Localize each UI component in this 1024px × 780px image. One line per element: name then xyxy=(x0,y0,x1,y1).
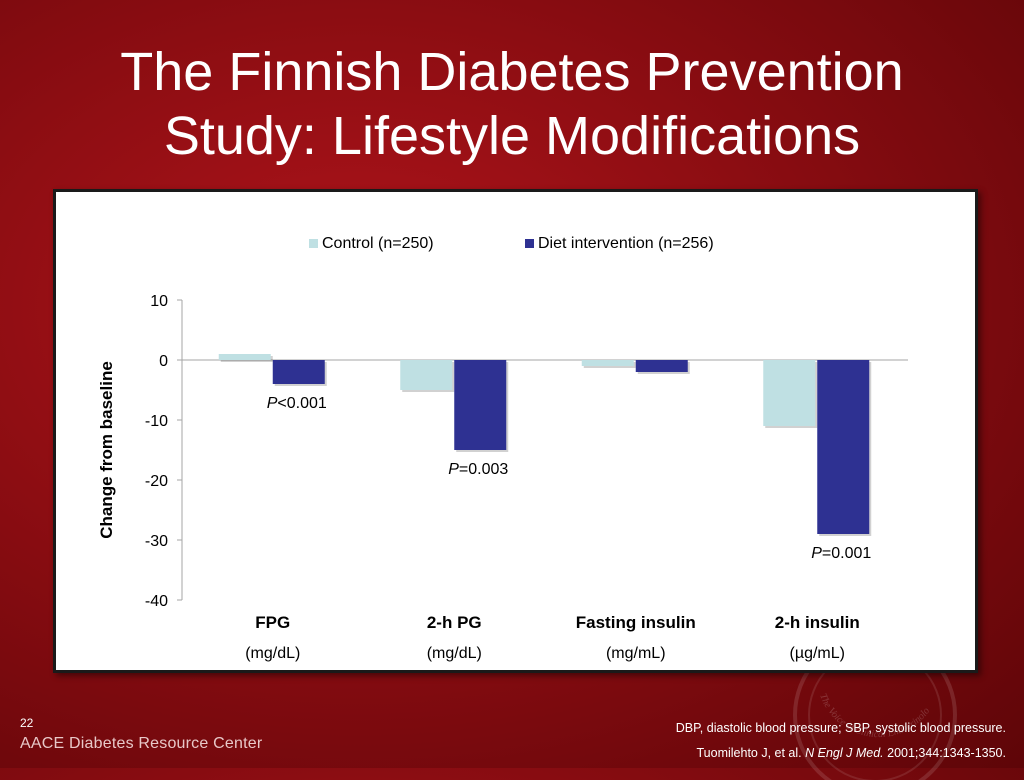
legend-label-2: Diet intervention (n=256) xyxy=(538,235,714,252)
category-unit-1: (mg/dL) xyxy=(245,645,300,662)
aace-logo: AACE Diabetes Resource Center xyxy=(20,735,263,752)
p-value-text: =0.003 xyxy=(459,461,508,478)
p-value-text: =0.001 xyxy=(822,545,871,562)
bar-control-2 xyxy=(400,360,453,390)
slide-number: 22 xyxy=(20,716,34,730)
citation: Tuomilehto J, et al. N Engl J Med. 2001;… xyxy=(697,746,1007,760)
category-label-4: 2-h insulin xyxy=(775,613,860,632)
p-value-4: P=0.001 xyxy=(811,545,871,562)
title-line-2: Study: Lifestyle Modifications xyxy=(163,106,861,166)
title-line-1: The Finnish Diabetes Prevention xyxy=(120,42,904,102)
bar-control-3 xyxy=(581,360,634,366)
citation-journal: N Engl J Med. xyxy=(805,746,884,760)
bar-diet-1 xyxy=(272,360,325,384)
y-axis-label: Change from baseline xyxy=(97,361,116,539)
slide-title: The Finnish Diabetes Prevention Study: L… xyxy=(0,40,1024,168)
bar-control-4 xyxy=(763,360,816,426)
legend-swatch-2 xyxy=(525,239,534,248)
y-tick-label: 10 xyxy=(150,293,168,310)
p-symbol: P xyxy=(267,395,278,412)
bar-diet-3 xyxy=(635,360,688,372)
y-tick-label: -20 xyxy=(145,473,168,490)
y-tick-label: -40 xyxy=(145,593,168,610)
p-symbol: P xyxy=(811,545,822,562)
y-tick-label: 0 xyxy=(159,353,168,370)
category-unit-2: (mg/dL) xyxy=(427,645,482,662)
category-label-3: Fasting insulin xyxy=(576,613,696,632)
p-symbol: P xyxy=(448,461,459,478)
citation-authors: Tuomilehto J, et al. xyxy=(696,746,802,760)
category-label-2: 2-h PG xyxy=(427,613,482,632)
bar-control-1 xyxy=(218,354,271,360)
footnote: DBP, diastolic blood pressure; SBP, syst… xyxy=(675,721,1006,735)
legend-swatch-1 xyxy=(309,239,318,248)
bar-chart: 10 0 -10 -20 -30 -40 Change from baseline Contr… xyxy=(97,235,908,662)
category-unit-4: (µg/mL) xyxy=(790,645,845,662)
p-value-text: <0.001 xyxy=(277,395,326,412)
bar-diet-4 xyxy=(817,360,870,534)
category-unit-3: (mg/mL) xyxy=(606,645,666,662)
p-value-1: P<0.001 xyxy=(267,395,327,412)
bar-diet-2 xyxy=(454,360,507,450)
legend-label-1: Control (n=250) xyxy=(322,235,434,252)
chart-panel: 10 0 -10 -20 -30 -40 Change from baseline Contr… xyxy=(53,189,978,673)
p-value-2: P=0.003 xyxy=(448,461,508,478)
y-tick-label: -30 xyxy=(145,533,168,550)
citation-rest: 2001;344:1343-1350. xyxy=(887,746,1006,760)
category-label-1: FPG xyxy=(255,613,290,632)
y-tick-label: -10 xyxy=(145,413,168,430)
